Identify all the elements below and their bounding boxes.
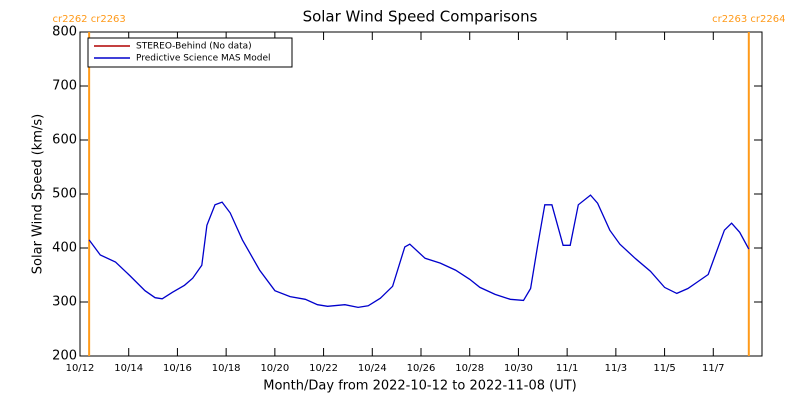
y-tick-label: 800	[52, 25, 77, 40]
x-tick-label: 10/26	[407, 363, 436, 374]
x-tick-label: 11/1	[556, 363, 578, 374]
x-axis-label: Month/Day from 2022-10-12 to 2022-11-08 …	[263, 379, 576, 394]
legend-box	[87, 37, 293, 68]
x-tick-label: 10/24	[358, 363, 387, 374]
chart-title: Solar Wind Speed Comparisons	[303, 8, 538, 26]
x-tick-label: 10/14	[114, 363, 143, 374]
x-tick-label: 11/5	[653, 363, 675, 374]
x-tick-label: 10/20	[260, 363, 289, 374]
x-tick-label: 10/18	[212, 363, 241, 374]
x-tick-label: 10/28	[455, 363, 484, 374]
series-line	[88, 194, 750, 309]
y-axis-label: Solar Wind Speed (km/s)	[31, 114, 46, 274]
x-tick-label: 10/16	[163, 363, 192, 374]
legend-label: Predictive Science MAS Model	[136, 54, 271, 64]
x-tick-label: 10/22	[309, 363, 338, 374]
y-tick-label: 500	[52, 187, 77, 202]
y-tick-label: 400	[52, 241, 77, 256]
x-tick-label: 11/7	[702, 363, 724, 374]
marker-label: cr2263 cr2264	[712, 14, 785, 25]
marker-label: cr2262 cr2263	[52, 14, 125, 25]
x-tick-label: 10/12	[66, 363, 95, 374]
y-tick-label: 300	[52, 295, 77, 310]
y-tick-label: 200	[52, 349, 77, 364]
y-tick-label: 700	[52, 79, 77, 94]
y-tick-label: 600	[52, 133, 77, 148]
x-tick-label: 11/3	[605, 363, 627, 374]
x-tick-label: 10/30	[504, 363, 533, 374]
legend-label: STEREO-Behind (No data)	[136, 42, 252, 52]
